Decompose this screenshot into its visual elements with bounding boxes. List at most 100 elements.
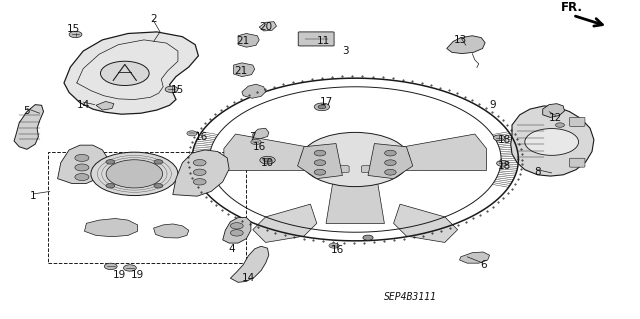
Text: 15: 15 (67, 24, 80, 34)
Polygon shape (58, 145, 108, 183)
Circle shape (100, 61, 149, 85)
Circle shape (187, 131, 197, 136)
Circle shape (264, 158, 271, 162)
Polygon shape (460, 252, 490, 263)
FancyBboxPatch shape (336, 166, 349, 172)
Text: 9: 9 (490, 100, 496, 110)
Polygon shape (253, 128, 269, 139)
Polygon shape (230, 246, 269, 282)
Circle shape (314, 160, 326, 166)
Text: 5: 5 (24, 106, 30, 116)
Circle shape (106, 160, 115, 164)
Circle shape (301, 132, 410, 187)
Polygon shape (154, 224, 189, 238)
Circle shape (497, 160, 508, 166)
Circle shape (165, 86, 178, 93)
Circle shape (124, 265, 136, 271)
Text: 20: 20 (259, 22, 272, 32)
Text: 4: 4 (228, 244, 235, 254)
Circle shape (363, 235, 373, 240)
Circle shape (104, 263, 117, 270)
Polygon shape (543, 104, 564, 117)
Polygon shape (64, 32, 198, 114)
Circle shape (556, 123, 564, 127)
Circle shape (525, 129, 579, 155)
Text: 7: 7 (249, 132, 255, 142)
Text: 2: 2 (150, 13, 157, 24)
FancyBboxPatch shape (298, 32, 334, 46)
Circle shape (385, 169, 396, 175)
Text: 16: 16 (331, 245, 344, 256)
Text: 16: 16 (253, 142, 266, 152)
Polygon shape (511, 106, 594, 176)
FancyBboxPatch shape (362, 166, 375, 172)
Circle shape (106, 184, 115, 188)
Text: 14: 14 (77, 100, 90, 110)
Circle shape (493, 135, 505, 141)
FancyBboxPatch shape (305, 150, 335, 160)
Polygon shape (394, 204, 458, 242)
Text: 3: 3 (342, 46, 349, 56)
Text: 17: 17 (320, 97, 333, 107)
Polygon shape (253, 204, 317, 242)
Circle shape (318, 105, 326, 109)
Circle shape (154, 184, 163, 188)
Polygon shape (298, 144, 342, 179)
Polygon shape (84, 219, 138, 237)
Polygon shape (383, 134, 486, 170)
Circle shape (385, 160, 396, 166)
Text: 8: 8 (534, 167, 541, 177)
Circle shape (230, 230, 243, 236)
Text: 21: 21 (237, 36, 250, 47)
FancyBboxPatch shape (570, 158, 585, 167)
Circle shape (75, 174, 89, 181)
Polygon shape (224, 134, 328, 170)
Text: 18: 18 (498, 161, 511, 171)
Polygon shape (14, 105, 44, 149)
Text: 12: 12 (549, 113, 562, 123)
Circle shape (260, 156, 275, 164)
Polygon shape (242, 84, 266, 98)
Polygon shape (447, 36, 485, 54)
Polygon shape (96, 101, 114, 110)
Circle shape (193, 169, 206, 175)
Circle shape (75, 164, 89, 171)
Circle shape (230, 223, 243, 229)
Text: 10: 10 (260, 158, 273, 168)
Text: 16: 16 (195, 132, 207, 142)
Circle shape (193, 160, 206, 166)
Circle shape (91, 152, 178, 196)
Text: FR.: FR. (561, 1, 583, 14)
Text: 15: 15 (172, 85, 184, 95)
Circle shape (314, 150, 326, 156)
Circle shape (251, 139, 261, 145)
FancyBboxPatch shape (570, 117, 585, 126)
Circle shape (314, 169, 326, 175)
Circle shape (154, 160, 163, 164)
Circle shape (314, 103, 330, 111)
Circle shape (106, 160, 163, 188)
Polygon shape (326, 179, 385, 224)
Polygon shape (238, 33, 259, 47)
Text: 14: 14 (242, 273, 255, 283)
Polygon shape (259, 22, 276, 31)
Text: 19: 19 (131, 270, 144, 280)
Text: 21: 21 (234, 66, 247, 77)
Circle shape (385, 150, 396, 156)
Polygon shape (368, 144, 413, 179)
Text: 6: 6 (480, 260, 486, 271)
Polygon shape (173, 150, 229, 196)
Text: 18: 18 (498, 135, 511, 145)
Polygon shape (234, 63, 255, 77)
Circle shape (69, 31, 82, 38)
Text: 13: 13 (454, 35, 467, 45)
Text: 11: 11 (317, 36, 330, 46)
Text: SEP4B3111: SEP4B3111 (384, 292, 437, 302)
Text: 1: 1 (30, 191, 36, 201)
Circle shape (75, 154, 89, 161)
FancyBboxPatch shape (376, 150, 405, 160)
Polygon shape (223, 218, 251, 243)
Text: 19: 19 (113, 270, 126, 280)
Circle shape (193, 179, 206, 185)
Circle shape (329, 243, 339, 248)
